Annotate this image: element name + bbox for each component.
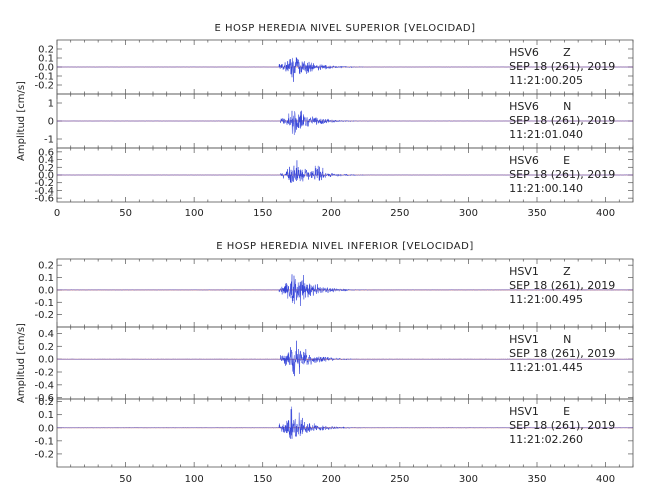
y-tick-label: 0.0 <box>38 423 54 434</box>
x-tick-label: 250 <box>390 208 409 219</box>
y-tick-label: -0.6 <box>34 194 54 205</box>
station-code: HSV6 <box>509 154 539 167</box>
y-tick-label: -0.4 <box>34 380 54 391</box>
x-tick-label: 0 <box>54 208 60 219</box>
y-tick-label: 0.2 <box>38 45 54 56</box>
record-date: SEP 18 (261), 2019 <box>509 168 615 181</box>
y-tick-label: -0.2 <box>34 449 54 460</box>
y-tick-label: -0.2 <box>34 81 54 92</box>
record-time: 11:21:01.445 <box>509 361 583 374</box>
y-tick-label: 0.4 <box>38 155 54 166</box>
figure-title: E HOSP HEREDIA NIVEL SUPERIOR [VELOCIDAD… <box>214 23 475 34</box>
y-tick-label: 0.1 <box>38 410 54 421</box>
y-axis-label: Amplitud [cm/s] <box>16 323 27 403</box>
waveform-trace <box>56 274 634 306</box>
component-label: N <box>563 100 571 113</box>
record-time: 11:21:01.040 <box>509 128 583 141</box>
x-tick-label: 350 <box>527 208 546 219</box>
record-date: SEP 18 (261), 2019 <box>509 347 615 360</box>
waveform-trace <box>56 340 633 377</box>
station-code: HSV6 <box>509 100 539 113</box>
record-date: SEP 18 (261), 2019 <box>509 60 615 73</box>
x-tick-label: 400 <box>596 208 615 219</box>
y-tick-label: -0.1 <box>34 298 54 309</box>
y-tick-label: 0.1 <box>38 54 54 65</box>
x-tick-label: 100 <box>185 474 204 485</box>
x-tick-label: 300 <box>459 208 478 219</box>
station-code: HSV1 <box>509 405 539 418</box>
x-tick-label: 300 <box>459 474 478 485</box>
y-tick-label: 0.6 <box>38 147 54 158</box>
record-time: 11:21:00.495 <box>509 293 583 306</box>
x-tick-label: 50 <box>119 474 132 485</box>
y-tick-label: 0.0 <box>38 285 54 296</box>
station-code: HSV1 <box>509 333 539 346</box>
component-label: Z <box>563 46 571 59</box>
y-tick-label: 0.4 <box>38 329 54 340</box>
y-tick-label: -0.2 <box>34 368 54 379</box>
figure-block-1: E HOSP HEREDIA NIVEL SUPERIOR [VELOCIDAD… <box>16 23 634 219</box>
figure-block-2: E HOSP HEREDIA NIVEL INFERIOR [VELOCIDAD… <box>16 241 634 485</box>
y-tick-label: 0.2 <box>38 342 54 353</box>
waveform-trace <box>56 160 633 184</box>
y-tick-label: -0.1 <box>34 436 54 447</box>
x-tick-label: 400 <box>596 474 615 485</box>
waveform-trace <box>56 57 633 82</box>
waveform-trace <box>56 110 633 135</box>
y-tick-label: 0.0 <box>38 63 54 74</box>
component-label: Z <box>563 265 571 278</box>
y-tick-label: 0.1 <box>38 273 54 284</box>
x-tick-label: 50 <box>119 208 132 219</box>
y-tick-label: 0 <box>48 117 54 128</box>
y-tick-label: -0.2 <box>34 310 54 321</box>
record-time: 11:21:00.140 <box>509 182 583 195</box>
station-code: HSV1 <box>509 265 539 278</box>
y-tick-label: -0.6 <box>34 393 54 404</box>
record-time: 11:21:00.205 <box>509 74 583 87</box>
figure-title: E HOSP HEREDIA NIVEL INFERIOR [VELOCIDAD… <box>216 241 474 252</box>
y-tick-label: 1 <box>48 99 54 110</box>
x-tick-label: 200 <box>322 474 341 485</box>
y-tick-label: 0.0 <box>38 171 54 182</box>
y-tick-label: -0.4 <box>34 186 54 197</box>
component-label: N <box>563 333 571 346</box>
waveform-trace <box>56 406 634 439</box>
component-label: E <box>563 154 570 167</box>
y-tick-label: 0.0 <box>38 355 54 366</box>
component-label: E <box>563 405 570 418</box>
y-axis-label: Amplitud [cm/s] <box>16 81 27 161</box>
y-tick-label: -0.2 <box>34 178 54 189</box>
y-tick-label: 0.2 <box>38 261 54 272</box>
record-date: SEP 18 (261), 2019 <box>509 419 615 432</box>
x-tick-label: 150 <box>253 208 272 219</box>
x-tick-label: 150 <box>253 474 272 485</box>
y-tick-label: 0.2 <box>38 163 54 174</box>
x-tick-label: 250 <box>390 474 409 485</box>
y-tick-label: 0.2 <box>38 397 54 408</box>
record-time: 11:21:02.260 <box>509 433 583 446</box>
x-tick-label: 350 <box>527 474 546 485</box>
record-date: SEP 18 (261), 2019 <box>509 114 615 127</box>
y-tick-label: -0.1 <box>34 72 54 83</box>
x-tick-label: 100 <box>185 208 204 219</box>
station-code: HSV6 <box>509 46 539 59</box>
x-tick-label: 200 <box>322 208 341 219</box>
y-tick-label: -1 <box>44 135 54 146</box>
record-date: SEP 18 (261), 2019 <box>509 279 615 292</box>
